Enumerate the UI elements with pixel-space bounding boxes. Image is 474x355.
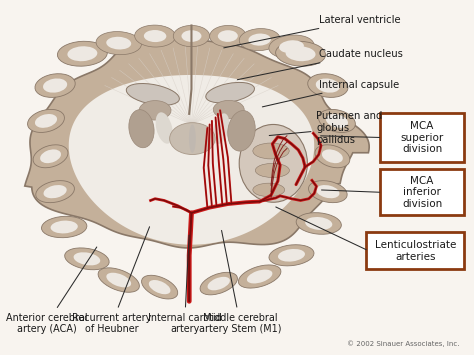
Ellipse shape xyxy=(155,112,173,144)
Ellipse shape xyxy=(218,30,238,42)
Ellipse shape xyxy=(286,46,316,61)
Ellipse shape xyxy=(208,277,230,290)
Ellipse shape xyxy=(200,272,237,295)
Ellipse shape xyxy=(315,145,350,168)
Ellipse shape xyxy=(305,217,332,230)
Ellipse shape xyxy=(308,74,348,97)
Ellipse shape xyxy=(106,273,131,288)
Text: © 2002 Sinauer Associates, Inc.: © 2002 Sinauer Associates, Inc. xyxy=(347,340,460,346)
Ellipse shape xyxy=(73,252,100,266)
Ellipse shape xyxy=(255,163,290,178)
Text: Caudate nucleus: Caudate nucleus xyxy=(237,49,402,80)
Ellipse shape xyxy=(170,123,215,154)
Ellipse shape xyxy=(40,149,61,163)
Ellipse shape xyxy=(228,110,255,151)
Ellipse shape xyxy=(35,114,57,128)
Ellipse shape xyxy=(206,82,255,103)
Ellipse shape xyxy=(139,100,171,120)
Ellipse shape xyxy=(322,149,343,163)
Ellipse shape xyxy=(253,183,285,197)
Ellipse shape xyxy=(326,114,348,128)
Ellipse shape xyxy=(210,26,246,47)
Text: Lenticulostriate
arteries: Lenticulostriate arteries xyxy=(374,240,456,262)
Text: Putamen and
globus
pallidus: Putamen and globus pallidus xyxy=(269,111,383,144)
FancyBboxPatch shape xyxy=(380,169,464,215)
Ellipse shape xyxy=(27,109,64,132)
Ellipse shape xyxy=(64,248,109,270)
Ellipse shape xyxy=(239,29,280,51)
Ellipse shape xyxy=(316,78,340,93)
Text: MCA
superior
division: MCA superior division xyxy=(401,121,444,154)
Ellipse shape xyxy=(57,41,107,66)
Ellipse shape xyxy=(239,125,307,202)
Ellipse shape xyxy=(126,83,179,105)
Ellipse shape xyxy=(35,74,75,97)
Ellipse shape xyxy=(33,145,68,168)
Ellipse shape xyxy=(43,78,67,93)
FancyBboxPatch shape xyxy=(366,232,464,269)
Ellipse shape xyxy=(238,265,281,288)
Ellipse shape xyxy=(309,181,347,203)
Ellipse shape xyxy=(173,26,210,47)
Ellipse shape xyxy=(269,245,314,266)
Ellipse shape xyxy=(182,30,201,42)
Ellipse shape xyxy=(247,269,273,283)
Ellipse shape xyxy=(275,41,326,66)
Ellipse shape xyxy=(51,220,78,234)
Ellipse shape xyxy=(36,181,74,203)
Text: Middle cerebral
artery Stem (M1): Middle cerebral artery Stem (M1) xyxy=(199,230,282,334)
Ellipse shape xyxy=(189,125,196,153)
Ellipse shape xyxy=(98,268,139,292)
Text: MCA
inferior
division: MCA inferior division xyxy=(402,176,442,209)
Ellipse shape xyxy=(269,35,314,58)
Ellipse shape xyxy=(67,46,97,61)
Ellipse shape xyxy=(96,32,141,55)
Ellipse shape xyxy=(296,213,341,234)
Text: Anterior cerebral
artery (ACA): Anterior cerebral artery (ACA) xyxy=(6,247,97,334)
Ellipse shape xyxy=(135,25,175,47)
Ellipse shape xyxy=(316,185,339,198)
Ellipse shape xyxy=(213,100,244,119)
Ellipse shape xyxy=(278,249,305,262)
Ellipse shape xyxy=(142,275,178,299)
Text: Recurrent artery
of Heubner: Recurrent artery of Heubner xyxy=(72,227,152,334)
Polygon shape xyxy=(69,75,314,245)
Ellipse shape xyxy=(129,110,154,148)
Ellipse shape xyxy=(144,30,166,42)
Ellipse shape xyxy=(279,40,304,53)
FancyBboxPatch shape xyxy=(380,113,464,162)
Ellipse shape xyxy=(44,185,67,198)
Ellipse shape xyxy=(42,216,87,238)
Text: Lateral ventricle: Lateral ventricle xyxy=(224,15,401,48)
Text: Internal capsule: Internal capsule xyxy=(263,80,399,107)
Polygon shape xyxy=(25,33,369,248)
Text: Internal carotid
artery: Internal carotid artery xyxy=(148,235,221,334)
Ellipse shape xyxy=(248,33,271,46)
Ellipse shape xyxy=(213,113,229,144)
Ellipse shape xyxy=(149,280,171,294)
Ellipse shape xyxy=(253,143,289,159)
Ellipse shape xyxy=(106,37,131,49)
Ellipse shape xyxy=(319,109,356,132)
